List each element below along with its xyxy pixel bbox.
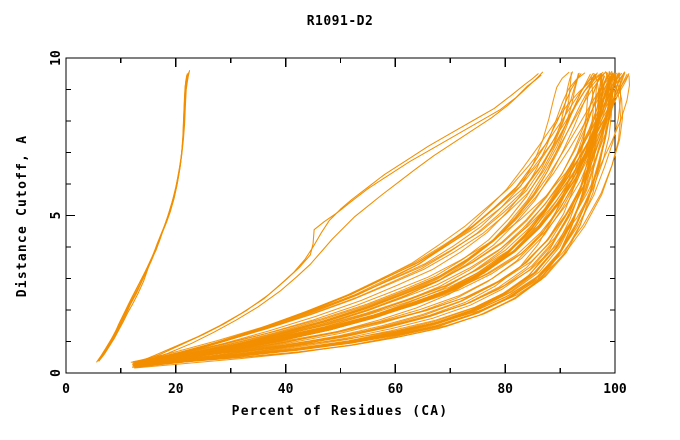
data-curve-middle-3 xyxy=(142,71,544,363)
y-tick-label: 10 xyxy=(49,50,64,66)
data-curve-main-bundle-38 xyxy=(134,71,612,363)
x-tick-label: 0 xyxy=(62,382,70,397)
x-axis-label: Percent of Residues (CA) xyxy=(232,404,449,419)
chart-title: R1091-D2 xyxy=(307,14,374,29)
data-curve-main-bundle-64 xyxy=(138,73,630,365)
data-curve-main-bundle-51 xyxy=(134,72,586,365)
data-curve-main-bundle-44 xyxy=(136,72,625,365)
data-curve-left-outlier-5 xyxy=(100,70,191,358)
x-tick-label: 20 xyxy=(168,382,184,397)
data-curve-main-bundle-62 xyxy=(135,71,573,362)
data-curve-main-bundle-63 xyxy=(134,75,614,368)
data-curve-left-outlier-2 xyxy=(97,73,188,361)
data-curve-main-bundle-58 xyxy=(135,73,603,365)
x-tick-label: 80 xyxy=(497,382,513,397)
data-curve-main-bundle-65 xyxy=(139,73,594,365)
x-tick-label: 60 xyxy=(388,382,404,397)
y-tick-labels: 0 5 10 xyxy=(49,50,64,377)
data-curve-main-bundle-36 xyxy=(135,73,604,366)
data-curve-main-bundle-61 xyxy=(134,72,602,365)
data-curve-main-bundle-57 xyxy=(135,72,623,363)
data-curve-left-outlier-3 xyxy=(99,72,189,360)
data-curve-main-bundle-28 xyxy=(133,71,570,366)
data-curve-left-outlier-1 xyxy=(96,74,188,363)
data-curve-main-bundle-46 xyxy=(135,75,602,365)
y-tick-label: 0 xyxy=(49,369,64,377)
y-tick-label: 5 xyxy=(49,212,64,220)
data-curve-main-bundle-66 xyxy=(137,75,631,367)
data-curve-main-bundle-43 xyxy=(137,74,614,366)
y-axis-label: Distance Cutoff, A xyxy=(15,135,30,297)
data-curves xyxy=(96,70,631,369)
x-tick-label: 40 xyxy=(278,382,294,397)
x-tick-labels: 0 20 40 60 80 100 xyxy=(62,382,627,397)
data-curve-middle-2 xyxy=(136,74,542,364)
x-tick-label: 100 xyxy=(603,382,627,397)
axis-ticks xyxy=(65,57,616,374)
data-curve-main-bundle-54 xyxy=(135,72,615,367)
data-curve-main-bundle-37 xyxy=(135,71,604,363)
data-curve-main-bundle-39 xyxy=(134,73,619,366)
data-curve-left-outlier-4 xyxy=(98,71,190,362)
data-curve-main-bundle-53 xyxy=(132,72,616,367)
